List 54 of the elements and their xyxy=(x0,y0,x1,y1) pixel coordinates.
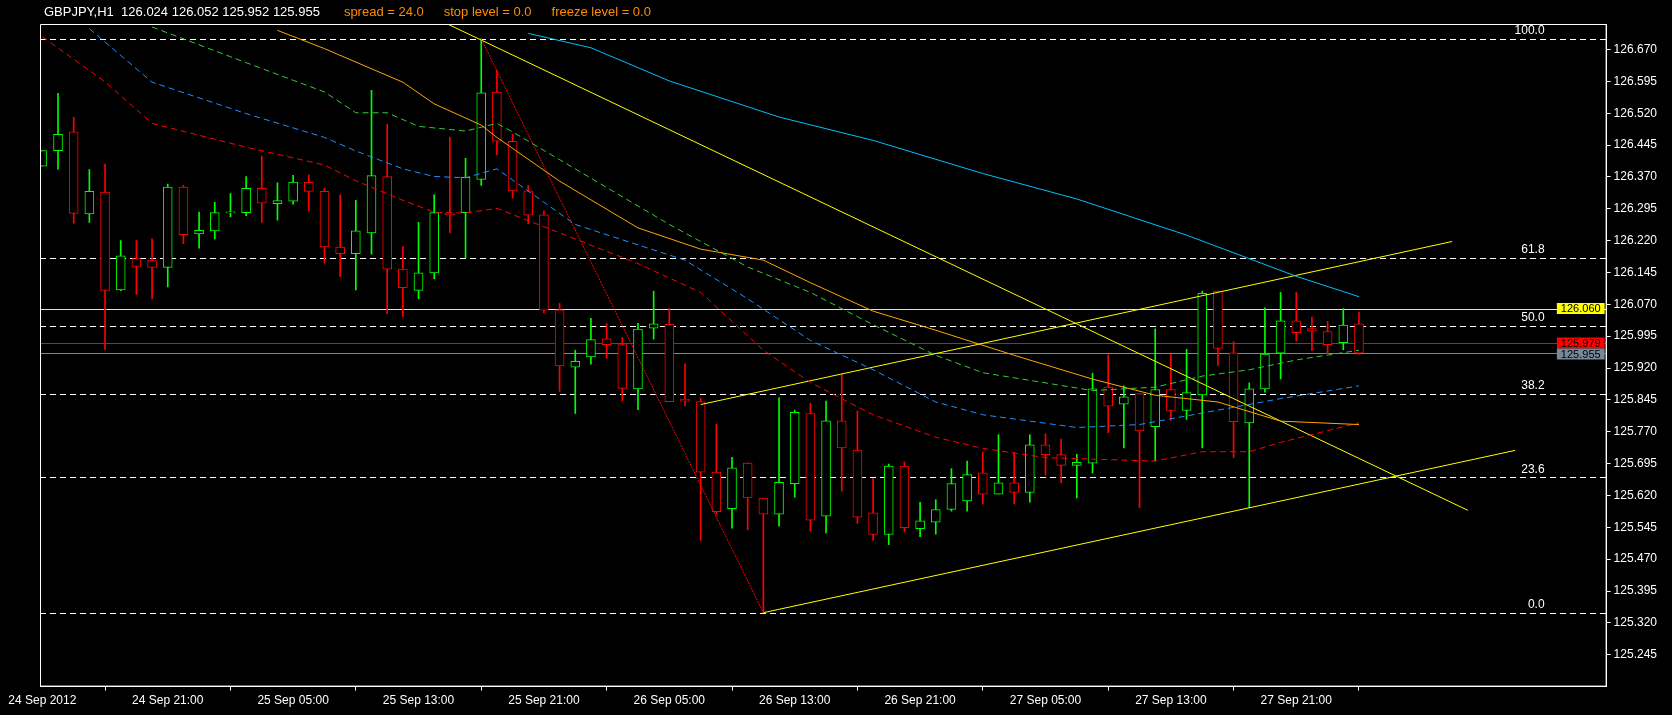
ref-line-label: 125.955 xyxy=(1560,347,1601,360)
y-tick-label: 125.245 xyxy=(1613,647,1658,662)
x-tick-label: 24 Sep 21:00 xyxy=(132,693,204,708)
text: freeze level = 0.0 xyxy=(551,4,651,19)
y-tick-label: 125.995 xyxy=(1613,328,1658,343)
y-tick-label: 125.320 xyxy=(1613,615,1658,630)
ref-line-label: 126.060 xyxy=(1560,302,1601,315)
y-tick-label: 126.520 xyxy=(1613,105,1658,120)
ref-line-label: 125.979 xyxy=(1560,336,1601,349)
x-tick-label: 25 Sep 05:00 xyxy=(257,693,330,708)
candlestick xyxy=(1072,453,1082,499)
annotation: 0.0 xyxy=(1527,597,1545,612)
y-tick-label: 126.295 xyxy=(1613,201,1658,216)
candlestick xyxy=(53,92,63,170)
annotation: 61.8 xyxy=(1521,242,1545,257)
y-tick-label: 126.145 xyxy=(1613,264,1658,279)
annotation: 38.2 xyxy=(1521,377,1545,392)
y-tick-label: 126.670 xyxy=(1613,41,1658,56)
candlestick xyxy=(570,349,581,414)
y-tick-label: 125.845 xyxy=(1613,392,1658,407)
x-tick-label: 26 Sep 13:00 xyxy=(759,693,831,708)
x-tick-label: 25 Sep 21:00 xyxy=(508,693,580,708)
candlestick xyxy=(335,194,345,277)
x-tick-label: 26 Sep 21:00 xyxy=(884,693,957,708)
y-tick-label: 125.470 xyxy=(1613,551,1658,566)
x-tick-label: 26 Sep 05:00 xyxy=(633,693,706,708)
candlestick xyxy=(774,397,784,527)
y-tick-label: 126.070 xyxy=(1613,296,1658,311)
y-tick-label: 125.545 xyxy=(1613,519,1658,534)
x-tick-label: 27 Sep 13:00 xyxy=(1135,693,1207,708)
x-tick-label: 25 Sep 13:00 xyxy=(382,693,455,708)
y-tick-label: 126.220 xyxy=(1613,232,1658,247)
candlestick xyxy=(915,501,925,537)
candlestick xyxy=(256,155,267,223)
candlestick xyxy=(147,238,157,300)
y-tick-label: 126.370 xyxy=(1613,169,1658,184)
annotation: 100.0 xyxy=(1514,23,1545,38)
chart-title: GBPJPY,H1 126.024 126.052 125.952 125.955 xyxy=(44,4,320,19)
y-tick-label: 125.920 xyxy=(1613,360,1658,375)
annotation: 50.0 xyxy=(1521,309,1545,324)
candlestick xyxy=(1291,292,1302,342)
x-tick-label: 27 Sep 21:00 xyxy=(1260,693,1333,708)
y-tick-label: 125.770 xyxy=(1613,424,1658,439)
y-tick-label: 126.595 xyxy=(1613,73,1658,88)
y-tick-label: 125.395 xyxy=(1613,583,1658,598)
x-tick-label: 24 Sep 2012 xyxy=(8,693,77,708)
annotation: 23.6 xyxy=(1521,461,1545,476)
x-tick-label: 27 Sep 05:00 xyxy=(1009,693,1082,708)
text: stop level = 0.0 xyxy=(443,4,532,19)
y-tick-label: 125.620 xyxy=(1613,487,1658,502)
y-tick-label: 126.445 xyxy=(1613,137,1658,152)
y-tick-label: 125.695 xyxy=(1613,455,1658,470)
text: spread = 24.0 xyxy=(343,4,424,19)
candlestick xyxy=(194,211,204,249)
